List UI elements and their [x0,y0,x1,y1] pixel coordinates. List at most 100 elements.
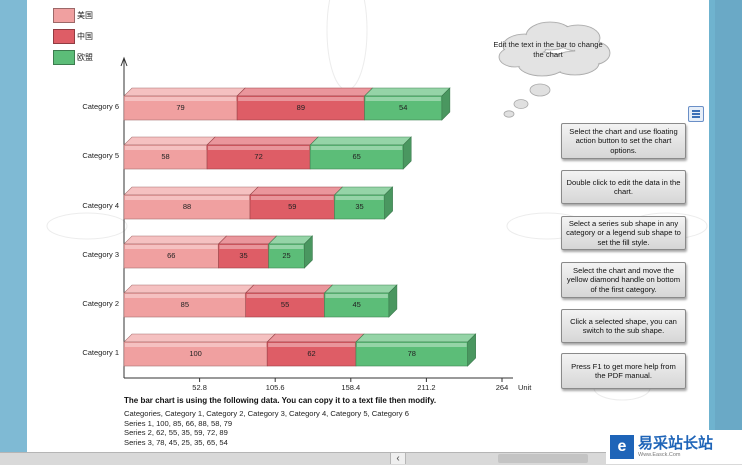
bar-segment [334,194,385,220]
legend-item[interactable]: 欧盟 [53,48,93,66]
callout-text[interactable]: Edit the text in the bar to change the c… [493,40,603,59]
bar-highlight [208,146,310,150]
bar-segment [249,194,335,220]
bar-side-face [304,235,313,269]
bar-top-face [249,186,344,196]
legend-swatch [53,28,75,44]
bar-highlight [356,343,467,347]
right-frame [715,0,742,452]
bar-top-face [236,87,374,97]
bar-segment [123,144,208,170]
bar-segment [236,95,365,121]
tip-box-4[interactable]: Select the chart and move the yellow dia… [561,262,686,298]
bar-segment [123,341,268,367]
menu-icon [692,113,700,115]
bar-top-face [123,284,255,294]
background-ellipse [326,0,368,91]
bar-top-face [323,284,398,294]
data-note-line: Series 2, 62, 55, 35, 59, 72, 89 [124,428,228,438]
bar-value-label: 55 [281,300,289,309]
bar-highlight [125,97,237,101]
callout-cloud-fill [552,52,598,74]
bar-segment [355,341,468,367]
watermark-logo-icon: e [610,435,634,459]
bar-segment [268,243,305,269]
bar-top-face [206,136,319,146]
bar-side-face [384,186,393,220]
bar-top-face [123,186,259,196]
legend-swatch [53,7,75,23]
y-axis-arrow [120,56,128,67]
bar-value-label: 89 [297,103,305,112]
bar-segment [266,341,357,367]
background-ellipse [46,212,128,240]
category-label: Category 1 [82,348,119,357]
category-label: Category 3 [82,250,119,259]
category-label: Category 5 [82,151,119,160]
bar-highlight [125,146,207,150]
callout-bubble [513,99,529,109]
scroll-thumb[interactable] [498,454,588,463]
bar-side-face [441,87,451,121]
data-note-line: Series 3, 78, 45, 25, 35, 65, 54 [124,437,228,447]
bar-top-face [123,235,228,245]
bar-top-face [266,333,365,343]
bar-segment [245,292,325,318]
bar-highlight [268,343,355,347]
bar-segment [123,292,247,318]
legend-label: 欧盟 [77,52,93,62]
bar-segment [309,144,404,170]
bar-highlight [365,97,441,101]
data-note-line: Series 1, 100, 85, 66, 88, 58, 79 [124,418,233,428]
bar-highlight [246,294,324,298]
legend-item[interactable]: 中国 [53,27,93,45]
data-note-line: Categories, Category 1, Category 2, Cate… [124,409,409,418]
tip-box-5[interactable]: Click a selected shape, you can switch t… [561,309,686,343]
bar-segment [123,243,219,269]
bar-top-face [363,87,451,97]
tip-box-3[interactable]: Select a series sub shape in any categor… [561,216,686,250]
bar-highlight [251,196,334,200]
chart-legend[interactable]: 美国 中国 欧盟 [53,6,93,69]
bar-highlight [219,245,268,249]
bar-highlight [125,294,245,298]
bar-value-label: 88 [183,202,191,211]
bar-side-face [388,284,398,318]
bar-highlight [125,343,267,347]
tip-box-6[interactable]: Press F1 to get more help from the PDF m… [561,353,686,389]
horizontal-scrollbar[interactable]: ‹ [0,452,742,465]
x-tick-label: 211.2 [417,383,435,392]
floating-action-button[interactable] [688,106,704,122]
data-note[interactable]: The bar chart is using the following dat… [124,396,544,447]
tip-box-2[interactable]: Double click to edit the data in the cha… [561,170,686,204]
bar-highlight [335,196,384,200]
scroll-left-arrow[interactable]: ‹ [390,453,406,464]
category-label: Category 4 [82,201,119,210]
watermark: e 易采站长站 Www.Easck.Com [606,430,742,464]
bar-highlight [269,245,304,249]
bar-chart[interactable]: 52.8 105.6 158.4 211.2 264 Unit Category 1 100 6… [27,0,709,452]
diagram-canvas[interactable]: 52.8 105.6 158.4 211.2 264 Unit Category 1 100 6… [27,0,709,452]
left-frame [0,0,27,452]
bar-segment [218,243,269,269]
bar-highlight [125,196,249,200]
bar-segment [364,95,443,121]
bar-value-label: 79 [176,103,184,112]
data-note-heading: The bar chart is using the following dat… [124,396,437,405]
legend-label: 美国 [77,10,93,20]
bar-value-label: 35 [355,202,363,211]
bar-value-label: 65 [352,152,360,161]
bar-segment [206,144,311,170]
legend-label: 中国 [77,31,93,41]
category-label: Category 2 [82,299,119,308]
tip-box-1[interactable]: Select the chart and use floating action… [561,123,686,159]
bar-value-label: 58 [161,152,169,161]
x-tick-label: 264 [496,383,509,392]
callout-cloud-fill [519,53,565,75]
bar-value-label: 78 [408,349,416,358]
bar-value-label: 59 [288,202,296,211]
legend-item[interactable]: 美国 [53,6,93,24]
bar-segment [123,95,238,121]
bar-value-label: 25 [282,251,290,260]
bar-side-face [467,333,476,367]
